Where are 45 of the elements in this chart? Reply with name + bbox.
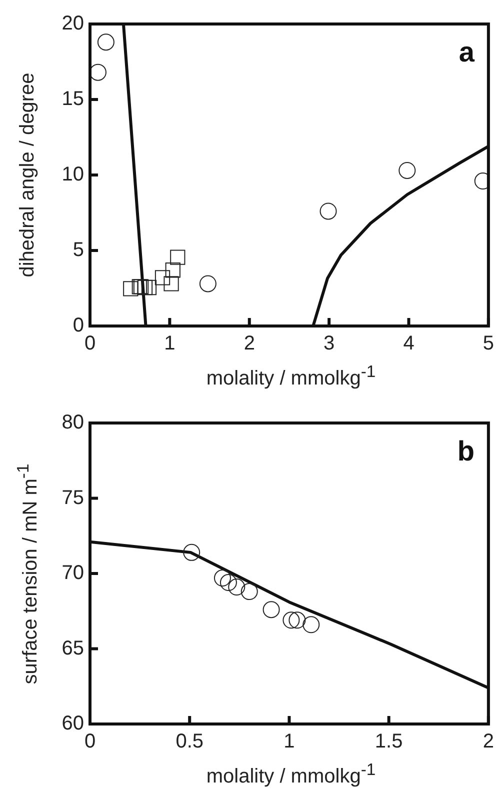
y-tick-label: 15 <box>62 88 84 110</box>
annotation: b <box>457 436 474 467</box>
point <box>262 601 280 618</box>
point <box>164 276 179 292</box>
point <box>240 583 258 600</box>
point <box>302 616 320 634</box>
y-tick-label: 0 <box>72 314 84 337</box>
x-tick-label: 5 <box>482 332 494 355</box>
point <box>123 281 138 296</box>
x-axis-title: molality / mmolkg$^{-1}$ <box>205 362 377 391</box>
x-tick-label: 1.5 <box>374 730 403 753</box>
x-tick-label: 0.5 <box>176 730 204 753</box>
point <box>199 275 216 292</box>
y-tick-label: 10 <box>62 164 84 186</box>
point <box>154 270 170 286</box>
x-tick-label: 1 <box>284 730 295 753</box>
x-tick-label: 3 <box>324 332 335 355</box>
point <box>288 612 306 629</box>
point <box>282 612 300 629</box>
x-tick-label: 2 <box>244 332 255 355</box>
y-tick-label: 5 <box>72 239 84 262</box>
y-tick-label: 80 <box>62 412 84 434</box>
point <box>165 262 180 278</box>
point <box>320 202 337 220</box>
point <box>90 64 106 81</box>
y-tick-label: 60 <box>62 712 84 735</box>
y-tick-label: 20 <box>62 12 84 35</box>
point <box>220 574 237 592</box>
y-axis-title: dihedral angle / degree <box>16 72 40 278</box>
x-tick-label: 1 <box>164 332 176 355</box>
x-axis-title: molality / mmolkg$^{-1}$ <box>205 760 377 789</box>
annotation: a <box>458 36 475 68</box>
x-tick-label: 2 <box>482 730 494 753</box>
point <box>398 162 416 179</box>
y-tick-label: 70 <box>62 562 84 584</box>
point <box>170 250 186 265</box>
x-tick-label: 4 <box>403 332 414 355</box>
point <box>214 570 231 587</box>
point <box>183 544 200 561</box>
point <box>228 578 246 596</box>
point <box>141 280 157 296</box>
point <box>97 34 114 51</box>
y-tick-label: 75 <box>62 486 84 509</box>
point <box>137 280 153 296</box>
y-tick-label: 65 <box>62 637 84 660</box>
